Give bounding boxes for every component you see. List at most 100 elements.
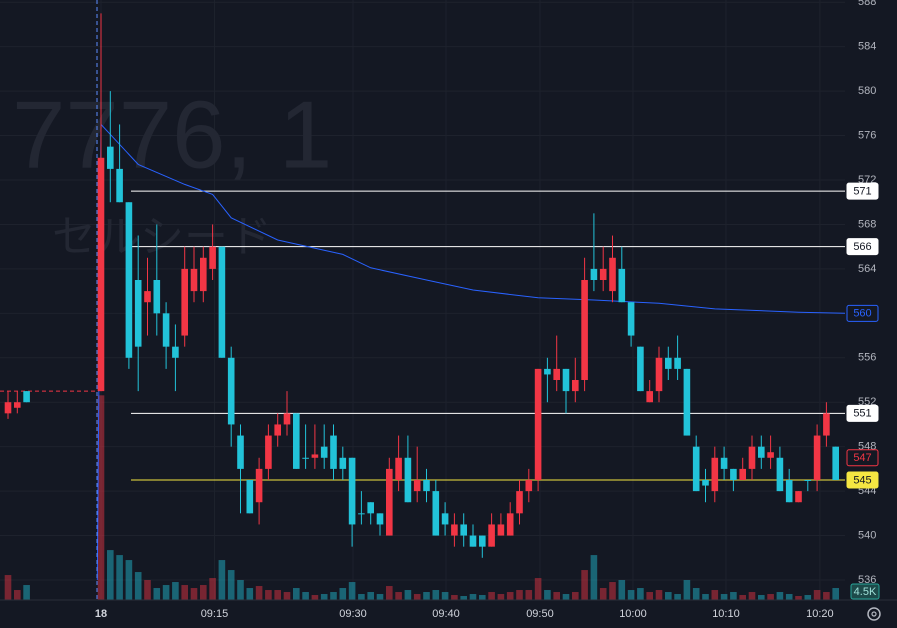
candle-body: [599, 268, 607, 280]
volume-bar: [767, 594, 774, 600]
volume-bar: [730, 592, 737, 600]
candle-body: [748, 446, 756, 469]
line-price-label: 566: [853, 241, 871, 253]
candle-body: [646, 391, 653, 403]
volume-bar: [590, 555, 598, 600]
candle-body: [97, 157, 105, 392]
vwap-price-label-box: [846, 304, 879, 322]
volume-bar: [413, 594, 421, 600]
volume-bar: [255, 586, 263, 600]
volume-bar: [283, 592, 291, 600]
volume-bar: [134, 572, 142, 600]
settings-icon[interactable]: [867, 607, 881, 621]
candle-body: [683, 368, 691, 436]
candle-body: [385, 468, 393, 536]
candle-body: [730, 468, 737, 480]
y-tick-label: 540: [858, 529, 876, 541]
volume-bar: [218, 560, 226, 600]
x-tick-label: 09:40: [432, 608, 460, 620]
volume-bar: [664, 592, 672, 600]
y-tick-label: 568: [858, 218, 876, 230]
y-tick-label: 588: [858, 0, 876, 8]
x-tick-label: 09:30: [339, 608, 367, 620]
volume-bar: [627, 590, 635, 600]
volume-bar: [199, 585, 207, 600]
volume-bar: [599, 588, 607, 600]
candle-body: [692, 446, 700, 492]
candle-body: [804, 480, 812, 481]
volume-bar: [832, 588, 839, 600]
candle-body: [320, 446, 328, 458]
volume-bar: [358, 594, 365, 600]
candle-body: [516, 491, 523, 514]
volume-pane: [4, 395, 839, 600]
volume-bar: [497, 594, 505, 600]
watermark-symbol: 7776, 1: [12, 81, 332, 188]
volume-bar: [106, 550, 114, 600]
settings-button[interactable]: [867, 607, 881, 621]
line-price-label-box: [846, 471, 879, 489]
volume-bar: [451, 595, 458, 600]
candle-body: [162, 313, 170, 347]
candle-body: [227, 357, 235, 425]
candle-body: [199, 257, 207, 292]
x-tick-label: 18: [95, 608, 107, 620]
candle-body: [367, 502, 374, 514]
volume-bar: [823, 592, 830, 600]
candle-body: [674, 357, 681, 369]
y-tick-label: 536: [858, 574, 876, 586]
candle-body: [497, 524, 505, 536]
candle-body: [609, 257, 616, 292]
volume-label: 4.5K: [854, 586, 877, 598]
volume-bar: [23, 585, 30, 600]
volume-bar: [534, 578, 542, 600]
y-tick-label: 564: [858, 263, 876, 275]
axis-labels: 5885845805765725685645605565525485445405…: [95, 0, 880, 620]
volume-bar: [4, 575, 12, 600]
line-price-label-box: [846, 182, 879, 200]
volume-bar: [702, 594, 709, 600]
volume-bar: [302, 592, 309, 600]
candle-body: [469, 535, 477, 547]
y-tick-label: 584: [858, 41, 876, 53]
candle-body: [767, 452, 774, 458]
candle-body: [413, 480, 421, 492]
candle-body: [432, 491, 440, 536]
candle-body: [395, 457, 402, 480]
volume-bar: [692, 588, 700, 600]
candles: [4, 13, 839, 558]
candle-body: [190, 268, 198, 292]
line-price-label: 545: [853, 474, 871, 486]
candle-body: [460, 524, 467, 536]
candle-body: [813, 435, 821, 480]
candle-body: [255, 468, 263, 503]
volume-bar: [13, 590, 21, 600]
volume-bar: [153, 588, 161, 600]
candle-body: [237, 435, 244, 469]
candle-body: [534, 368, 542, 480]
vwap-line: [96, 123, 846, 581]
volume-bar: [488, 592, 495, 600]
volume-bar: [525, 590, 533, 600]
volume-bar: [795, 596, 802, 600]
candle-body: [590, 268, 598, 280]
volume-bar: [804, 595, 812, 600]
candle-body: [423, 480, 430, 492]
settings-icon-center: [871, 611, 877, 617]
volume-bar: [320, 594, 328, 600]
candle-body: [209, 246, 216, 269]
vwap-price-label: 560: [853, 308, 871, 320]
line-price-label-box: [846, 404, 879, 422]
candle-body: [13, 402, 21, 408]
volume-bar: [581, 570, 588, 600]
volume-bar: [646, 592, 653, 600]
volume-bar: [571, 592, 579, 600]
watermark-name: セルシード: [52, 213, 272, 262]
candle-body: [757, 446, 765, 458]
volume-bar: [237, 580, 244, 600]
candle-body: [246, 480, 254, 514]
candle-body: [544, 368, 551, 375]
volume-bar: [376, 594, 384, 600]
volume-bar: [162, 585, 170, 600]
candle-body: [711, 457, 719, 492]
